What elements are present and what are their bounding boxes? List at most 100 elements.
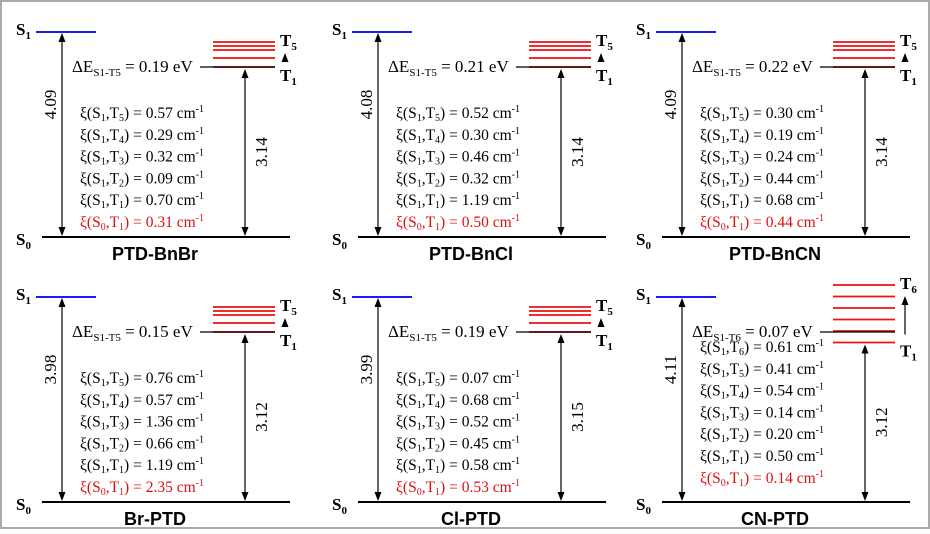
soc-value: ξ(S1,T2) = 0.20 cm-1 [700,425,824,445]
panel-ptd-bncn: S0 S1 4.09 T5 T1 ΔES1-T5 = 0.22 eV 3.14 ξ(S1,T5… [620,0,930,264]
compound-name: Br-PTD [124,509,186,529]
soc-value: ξ(S1,T1) = 0.70 cm-1 [80,191,204,211]
label-s1: S1 [16,20,31,42]
compound-name: Cl-PTD [441,509,501,529]
label-t1: T1 [596,66,613,88]
triplet-range-arrow-head [901,53,909,62]
triplet-range-arrow-head [901,296,909,305]
panel-cn-ptd: S0 S1 4.11 T6 T1 ΔES1-T6 = 0.07 eV 3.12 ξ(S1,T6… [620,265,930,529]
t1-energy-value: 3.14 [252,137,271,167]
t1-arrow-tail [557,227,565,236]
triplet-range-arrow-head [597,53,605,62]
panel-diagram: S0 S1 4.09 T5 T1 ΔES1-T5 = 0.22 eV 3.14 ξ(S1,T5… [636,20,917,264]
soc-value: ξ(S1,T5) = 0.41 cm-1 [700,360,824,380]
soc-value: ξ(S1,T2) = 0.09 cm-1 [80,169,204,189]
label-t-top: T5 [280,31,297,53]
soc-value: ξ(S1,T6) = 0.61 cm-1 [700,338,824,358]
soc-value: ξ(S1,T1) = 1.19 cm-1 [396,191,520,211]
soc-value: ξ(S1,T4) = 0.19 cm-1 [700,126,824,146]
gap-label: ΔES1-T5 = 0.22 eV [692,57,813,79]
t1-energy-value: 3.14 [872,137,891,167]
t1-arrow-head [557,69,565,78]
soc-s0-t1-value: ξ(S0,T1) = 0.50 cm-1 [396,213,520,233]
soc-value: ξ(S1,T1) = 1.19 cm-1 [80,456,204,476]
s1-arrow-head [678,298,686,307]
soc-s0-t1-value: ξ(S0,T1) = 0.31 cm-1 [80,213,204,233]
label-t-top: T5 [596,31,613,53]
label-s1: S1 [332,285,347,307]
soc-value: ξ(S1,T1) = 0.50 cm-1 [700,447,824,467]
soc-s0-t1-value: ξ(S0,T1) = 0.14 cm-1 [700,469,824,489]
t1-energy-value: 3.15 [568,402,587,432]
label-s1: S1 [332,20,347,42]
soc-value: ξ(S1,T3) = 0.24 cm-1 [700,148,824,168]
label-s1: S1 [636,20,651,42]
panel-cl-ptd: S0 S1 3.99 T5 T1 ΔES1-T5 = 0.19 eV 3.15 ξ(S1,T5… [316,265,626,529]
panel-br-ptd: S0 S1 3.98 T5 T1 ΔES1-T5 = 0.15 eV 3.12 ξ(S1,T5… [0,265,310,529]
label-t1: T1 [900,342,917,364]
t1-energy-value: 3.12 [252,402,271,432]
soc-value: ξ(S1,T2) = 0.66 cm-1 [80,434,204,454]
s1-arrow-tail [374,492,382,501]
label-t-top: T5 [900,31,917,53]
panel-diagram: S0 S1 4.09 T5 T1 ΔES1-T5 = 0.19 eV 3.14 ξ(S1,T5… [16,20,297,264]
panel-ptd-bncl: S0 S1 4.08 T5 T1 ΔES1-T5 = 0.21 eV 3.14 ξ(S1,T5… [316,0,626,264]
t1-arrow-head [241,334,249,343]
soc-value: ξ(S1,T3) = 0.52 cm-1 [396,413,520,433]
s1-arrow-tail [678,492,686,501]
soc-value: ξ(S1,T1) = 0.68 cm-1 [700,191,824,211]
s1-arrow-head [678,33,686,42]
t1-arrow-tail [861,492,869,501]
s1-energy-value: 4.08 [357,90,376,120]
s1-arrow-head [374,33,382,42]
gap-label: ΔES1-T5 = 0.19 eV [72,57,193,79]
soc-value: ξ(S1,T5) = 0.57 cm-1 [80,104,204,124]
soc-value: ξ(S1,T5) = 0.76 cm-1 [80,369,204,389]
label-s0: S0 [332,230,347,252]
soc-value: ξ(S1,T2) = 0.44 cm-1 [700,169,824,189]
panel-ptd-bnbr: S0 S1 4.09 T5 T1 ΔES1-T5 = 0.19 eV 3.14 ξ(S1,T5… [0,0,310,264]
t1-arrow-tail [241,492,249,501]
soc-value: ξ(S1,T3) = 1.36 cm-1 [80,413,204,433]
t1-arrow-tail [861,227,869,236]
t1-arrow-head [557,334,565,343]
soc-value: ξ(S1,T4) = 0.29 cm-1 [80,126,204,146]
triplet-range-arrow-head [281,318,289,327]
panel-diagram: S0 S1 3.99 T5 T1 ΔES1-T5 = 0.19 eV 3.15 ξ(S1,T5… [332,285,613,529]
soc-value: ξ(S1,T2) = 0.32 cm-1 [396,169,520,189]
soc-s0-t1-value: ξ(S0,T1) = 0.53 cm-1 [396,478,520,498]
soc-value: ξ(S1,T5) = 0.52 cm-1 [396,104,520,124]
s1-energy-value: 3.99 [357,355,376,385]
t1-energy-value: 3.12 [872,407,891,437]
label-t-top: T5 [280,296,297,318]
soc-s0-t1-value: ξ(S0,T1) = 2.35 cm-1 [80,478,204,498]
soc-value: ξ(S1,T4) = 0.68 cm-1 [396,391,520,411]
label-s1: S1 [16,285,31,307]
triplet-range-arrow-head [597,318,605,327]
t1-arrow-tail [557,492,565,501]
soc-value: ξ(S1,T4) = 0.57 cm-1 [80,391,204,411]
compound-name: PTD-BnCN [729,244,821,264]
s1-arrow-tail [374,227,382,236]
label-s0: S0 [16,495,31,517]
panel-diagram: S0 S1 4.11 T6 T1 ΔES1-T6 = 0.07 eV 3.12 ξ(S1,T6… [636,274,917,529]
soc-s0-t1-value: ξ(S0,T1) = 0.44 cm-1 [700,213,824,233]
soc-value: ξ(S1,T2) = 0.45 cm-1 [396,434,520,454]
label-t1: T1 [280,66,297,88]
soc-value: ξ(S1,T3) = 0.32 cm-1 [80,148,204,168]
s1-arrow-head [58,298,66,307]
gap-label: ΔES1-T5 = 0.21 eV [388,57,509,79]
triplet-range-arrow-head [281,53,289,62]
label-t-top: T6 [900,274,917,296]
label-t1: T1 [596,331,613,353]
label-s0: S0 [636,230,651,252]
s1-arrow-tail [58,227,66,236]
s1-arrow-tail [58,492,66,501]
gap-label: ΔES1-T5 = 0.15 eV [72,322,193,344]
s1-energy-value: 4.09 [41,90,60,120]
label-t1: T1 [900,66,917,88]
label-t1: T1 [280,331,297,353]
t1-arrow-head [241,69,249,78]
t1-energy-value: 3.14 [568,137,587,167]
